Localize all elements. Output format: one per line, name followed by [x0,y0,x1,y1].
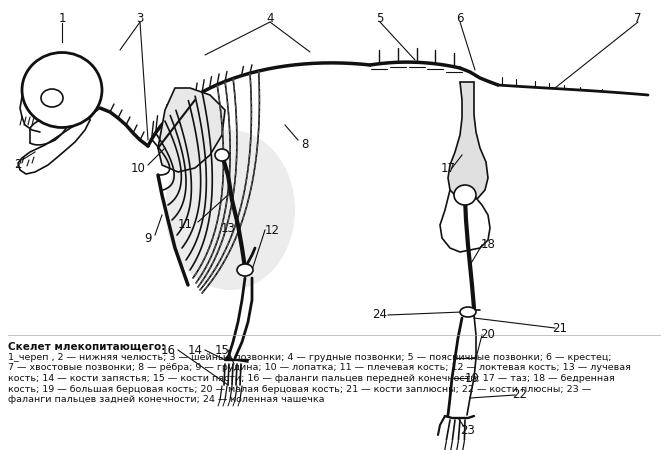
Text: 1: 1 [58,12,65,24]
Ellipse shape [165,130,295,290]
Text: кость; 19 — большая берцовая кость; 20 — малая берцовая кость; 21 — кости заплюс: кость; 19 — большая берцовая кость; 20 —… [8,384,591,393]
Text: 9: 9 [144,231,152,244]
Text: 5: 5 [376,12,383,24]
Text: 24: 24 [373,309,387,321]
Text: кость; 14 — кости запястья; 15 — кости пясти; 16 — фаланги пальцев передней коне: кость; 14 — кости запястья; 15 — кости п… [8,374,615,383]
Text: 10: 10 [130,162,146,175]
Text: 21: 21 [552,321,568,334]
Text: 22: 22 [512,388,528,401]
Text: 12: 12 [265,224,279,237]
Text: Скелет млекопитающего:: Скелет млекопитающего: [8,342,166,352]
Text: 18: 18 [480,238,496,252]
Text: 7: 7 [634,12,642,24]
Text: 17: 17 [440,162,456,175]
Text: 20: 20 [480,328,496,342]
Ellipse shape [22,53,102,127]
Text: 8: 8 [301,139,309,152]
Polygon shape [448,82,488,200]
Text: 14: 14 [188,343,202,356]
Ellipse shape [237,264,253,276]
Text: 11: 11 [178,219,192,231]
Text: 2: 2 [14,158,22,171]
Ellipse shape [460,307,476,317]
Text: 15: 15 [214,343,229,356]
Text: 6: 6 [456,12,464,24]
Text: 1_череп , 2 — нижняя челюсть; 3 — шейные позвонки; 4 — грудные позвонки; 5 — поя: 1_череп , 2 — нижняя челюсть; 3 — шейные… [8,353,611,362]
Ellipse shape [41,89,63,107]
Text: 4: 4 [267,12,274,24]
Ellipse shape [454,185,476,205]
Ellipse shape [215,149,229,161]
Text: 19: 19 [464,372,480,384]
Text: 7 — хвостовые позвонки; 8 — рёбра; 9 — грудина; 10 — лопатка; 11 — плечевая кост: 7 — хвостовые позвонки; 8 — рёбра; 9 — г… [8,364,631,373]
Text: 3: 3 [136,12,144,24]
Text: 13: 13 [220,221,235,234]
Polygon shape [158,88,225,172]
Text: фаланги пальцев задней конечности; 24 — коленная чашечка: фаланги пальцев задней конечности; 24 — … [8,395,325,404]
Text: 23: 23 [460,423,476,436]
Text: 16: 16 [160,343,176,356]
